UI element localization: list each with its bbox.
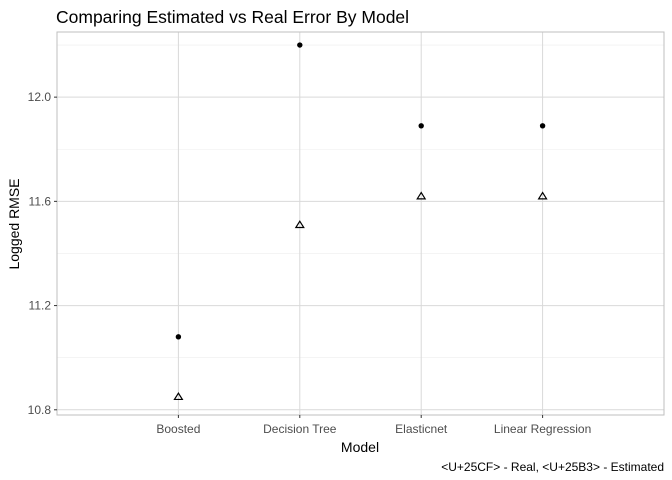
x-tick-label: Decision Tree: [263, 422, 337, 436]
estimated-point: [294, 220, 305, 229]
y-tick-label: 11.2: [29, 299, 52, 313]
real-point: [418, 123, 424, 129]
x-axis-title: Model: [341, 439, 379, 455]
estimated-point: [173, 392, 184, 401]
chart-title: Comparing Estimated vs Real Error By Mod…: [56, 7, 409, 27]
grid: [57, 32, 664, 415]
y-tick-label: 10.8: [28, 403, 52, 417]
y-axis-title: Logged RMSE: [6, 178, 22, 269]
estimated-point: [537, 191, 548, 200]
real-point: [539, 123, 546, 129]
real-point: [175, 334, 182, 340]
y-tick-label: 11.6: [29, 194, 52, 208]
panel-border: [56, 31, 665, 416]
estimated-point: [416, 191, 427, 200]
x-axis: Boosted Decision Tree Elasticnet Linear Reg…: [156, 415, 591, 436]
x-tick-label: Linear Regression: [494, 422, 591, 436]
y-axis: 10.8 11.2 11.6 12.0: [28, 90, 57, 417]
y-tick-label: 12.0: [28, 90, 52, 104]
x-tick-label: Boosted: [156, 422, 200, 436]
real-point: [297, 42, 303, 48]
x-tick-label: Elasticnet: [395, 422, 448, 436]
data-points: [173, 42, 548, 401]
chart-caption: <U+25CF> - Real, <U+25B3> - Estimated: [441, 460, 664, 474]
